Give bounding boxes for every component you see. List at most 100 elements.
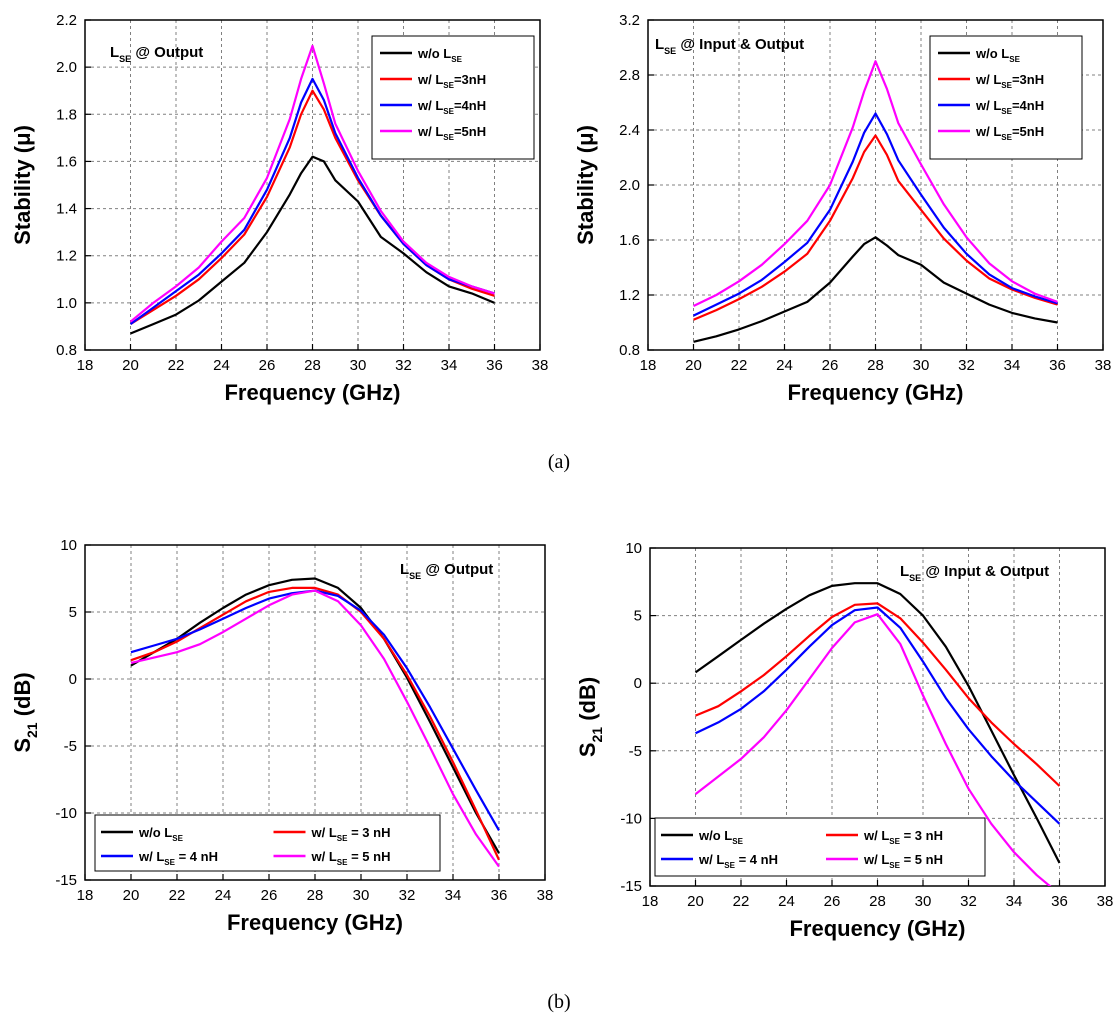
x-tick-label: 30 [915,893,932,910]
series-line [130,589,500,868]
legend: w/o LSE​ w/ LSE​=3nH w/ LSE​=4nH w/ LSE​=5n… [371,35,535,160]
legend-label: w/ LSE​ = 5 nH [311,849,391,867]
x-axis-label: Frequency (GHz) [787,380,963,405]
x-tick-label: 20 [687,893,704,910]
series-line [695,606,1061,825]
x-tick-label: 18 [77,357,94,374]
x-tick-label: 34 [1004,357,1021,374]
x-tick-label: 36 [1049,357,1066,374]
x-tick-label: 28 [304,357,321,374]
legend-label: w/ LSE​=5nH [975,124,1044,142]
x-tick-label: 20 [122,357,139,374]
x-tick-label: 38 [532,357,549,374]
legend-label: w/ LSE​ = 5 nH [863,852,943,870]
chart-2: 18 20 22 24 26 28 30 32 34 36 38 0.8 1.2 1.6 2.0 2.4 2.8… [573,12,1111,405]
annotation-text: LSE​ @ Output [400,561,493,581]
caption-a: (a) [548,451,570,473]
y-tick-label: 10 [60,537,77,554]
x-axis-label: Frequency (GHz) [224,380,400,405]
x-tick-label: 24 [778,893,795,910]
y-tick-label: 1.8 [56,106,77,123]
gridlines [85,545,545,880]
x-tick-label: 36 [486,357,503,374]
annotation-text: LSE​ @ Output [110,44,203,64]
legend-label: w/ LSE​=4nH [417,98,486,116]
x-tick-label: 32 [399,887,416,904]
x-tick-label: 26 [824,893,841,910]
x-tick-label: 34 [441,357,458,374]
y-tick-label: 5 [69,604,77,621]
y-tick-label: 2.2 [56,12,77,29]
y-tick-label: 2.8 [619,67,640,84]
legend-label: w/ LSE​=3nH [417,72,486,90]
series-line [693,236,1058,343]
x-tick-label: 32 [960,893,977,910]
series-line [693,60,1058,307]
y-tick-label: 3.2 [619,12,640,29]
legend-label: w/ LSE​=4nH [975,98,1044,116]
x-axis-label: Frequency (GHz) [227,910,403,935]
series-lines [129,44,495,335]
gridlines [650,548,1105,886]
y-axis-label: Stability (μ) [573,125,598,245]
x-tick-label: 18 [642,893,659,910]
series-lines [694,582,1061,886]
chart-1: 18 20 22 24 26 28 30 32 34 36 38 0.8 1.0 1.2 1.4 1.6 1.8… [10,12,548,405]
y-tick-label: 0 [69,671,77,688]
x-tick-label: 28 [307,887,324,904]
series-line [693,134,1058,321]
x-tick-label: 18 [77,887,94,904]
x-tick-label: 38 [537,887,554,904]
legend-label: w/o LSE​ [975,46,1021,64]
x-tick-label: 22 [731,357,748,374]
y-axis-label: Stability (μ) [10,125,35,245]
x-tick-label: 30 [913,357,930,374]
legend-box [654,817,986,877]
y-tick-label: 5 [634,608,642,625]
y-tick-label: -5 [64,738,77,755]
x-tick-label: 34 [1006,893,1023,910]
annotation-text: LSE​ @ Input & Output [655,36,804,56]
x-tick-label: 22 [169,887,186,904]
x-tick-label: 32 [395,357,412,374]
legend-label: w/o LSE​ [417,46,463,64]
x-tick-label: 36 [1051,893,1068,910]
y-tick-label: 1.2 [619,287,640,304]
x-tick-label: 26 [261,887,278,904]
y-tick-label: 10 [625,540,642,557]
series-line [130,577,500,854]
x-tick-label: 36 [491,887,508,904]
y-tick-label: 1.6 [56,153,77,170]
legend: w/o LSE​ w/ LSE​=3nH w/ LSE​=4nH w/ LSE​=5n… [929,35,1083,160]
y-tick-label: 2.0 [56,59,77,76]
x-tick-label: 22 [733,893,750,910]
legend-label: w/ LSE​=5nH [417,124,486,142]
legend-label: w/ LSE​=3nH [975,72,1044,90]
y-tick-label: -5 [629,743,642,760]
y-tick-label: 2.4 [619,122,640,139]
series-line [694,613,1052,886]
y-tick-label: 2.0 [619,177,640,194]
x-tick-label: 34 [445,887,462,904]
x-tick-label: 20 [685,357,702,374]
legend-box [94,814,441,872]
legend-box [371,35,535,160]
y-tick-label: -15 [620,878,642,895]
y-tick-label: 0.8 [56,342,77,359]
y-tick-label: -15 [55,872,77,889]
x-tick-label: 26 [822,357,839,374]
y-axis-label: S21 (dB) [10,672,40,752]
series-line [130,155,495,335]
legend: w/o LSE​ w/ LSE​ = 3 nH w/ LSE​ = 4 nH w/ L… [654,817,986,877]
legend-label: w/o LSE​ [138,825,184,843]
x-tick-label: 26 [259,357,276,374]
x-tick-label: 30 [353,887,370,904]
x-axis-label: Frequency (GHz) [789,916,965,941]
x-tick-label: 18 [640,357,657,374]
y-tick-label: 1.2 [56,248,77,265]
caption-b: (b) [547,991,570,1013]
series-line [694,582,1061,864]
x-tick-label: 38 [1097,893,1114,910]
x-tick-label: 24 [213,357,230,374]
